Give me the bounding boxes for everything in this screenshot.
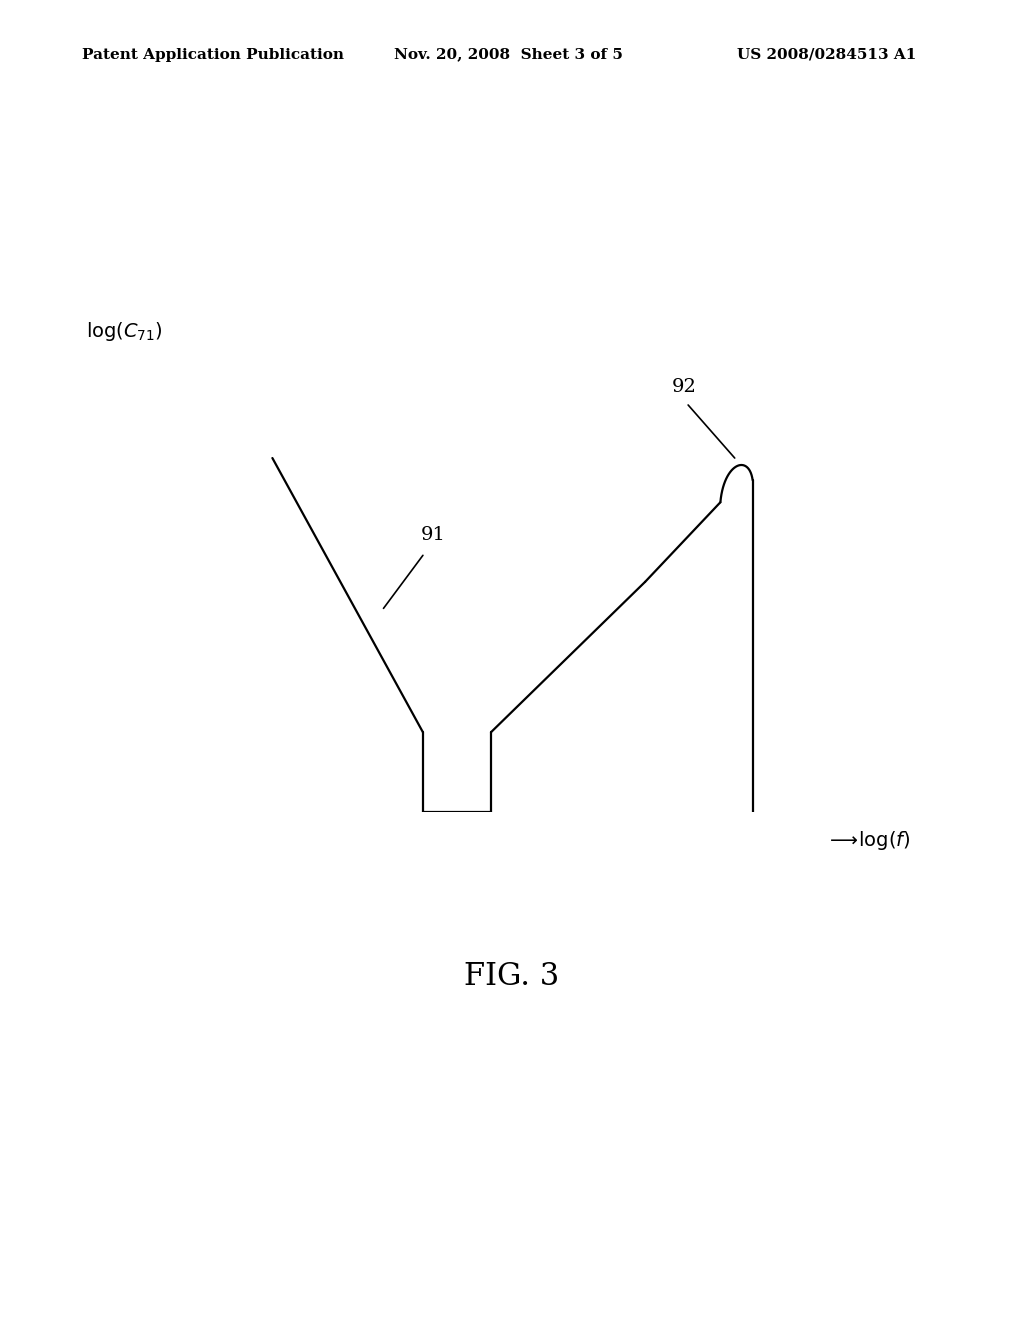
Text: Patent Application Publication: Patent Application Publication (82, 48, 344, 62)
Text: $\longrightarrow\!\log(f)$: $\longrightarrow\!\log(f)$ (825, 829, 910, 853)
Text: FIG. 3: FIG. 3 (464, 961, 560, 993)
Text: Nov. 20, 2008  Sheet 3 of 5: Nov. 20, 2008 Sheet 3 of 5 (394, 48, 624, 62)
Text: US 2008/0284513 A1: US 2008/0284513 A1 (737, 48, 916, 62)
Text: 91: 91 (421, 527, 446, 544)
Text: $\log(C_{71})$: $\log(C_{71})$ (86, 319, 163, 343)
Text: 92: 92 (672, 378, 697, 396)
